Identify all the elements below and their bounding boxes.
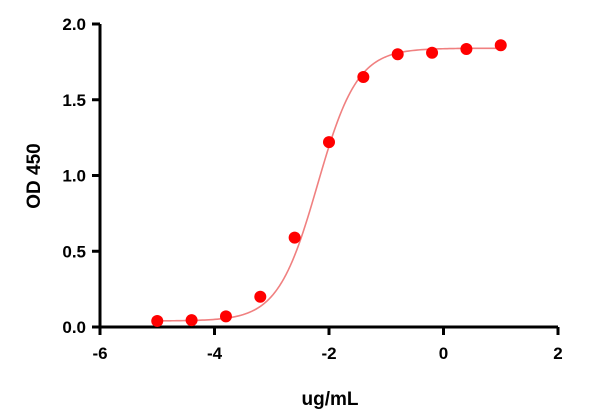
x-tick-label: -4 <box>207 344 223 363</box>
x-tick-label: 0 <box>439 344 448 363</box>
data-point <box>254 290 267 303</box>
data-point <box>323 136 335 149</box>
x-axis-title: ug/mL <box>302 389 359 410</box>
x-tick-label: -6 <box>92 344 107 363</box>
data-point <box>391 48 404 61</box>
y-tick-label: 2.0 <box>62 15 86 34</box>
y-tick-label: 1.5 <box>62 91 86 110</box>
data-point <box>185 314 198 327</box>
y-axis-title: OD 450 <box>24 143 45 208</box>
fit-curve-line <box>157 47 501 322</box>
data-point <box>460 42 473 55</box>
data-point <box>494 39 507 52</box>
x-ticks: -6 -4 -2 0 2 <box>92 327 563 363</box>
y-tick-label: 0.5 <box>62 242 86 261</box>
y-ticks: 0.0 0.5 1.0 1.5 2.0 <box>62 15 100 337</box>
y-tick-label: 0.0 <box>62 318 86 337</box>
data-point <box>426 46 439 59</box>
axes <box>98 24 558 329</box>
data-point <box>151 314 164 327</box>
x-tick-label: 2 <box>553 344 562 363</box>
data-point <box>357 71 370 84</box>
data-point <box>219 310 232 323</box>
y-tick-label: 1.0 <box>62 167 86 186</box>
data-points <box>151 39 507 327</box>
fit-curve-layer <box>157 47 501 322</box>
data-point <box>288 231 301 244</box>
x-tick-label: -2 <box>321 344 336 363</box>
